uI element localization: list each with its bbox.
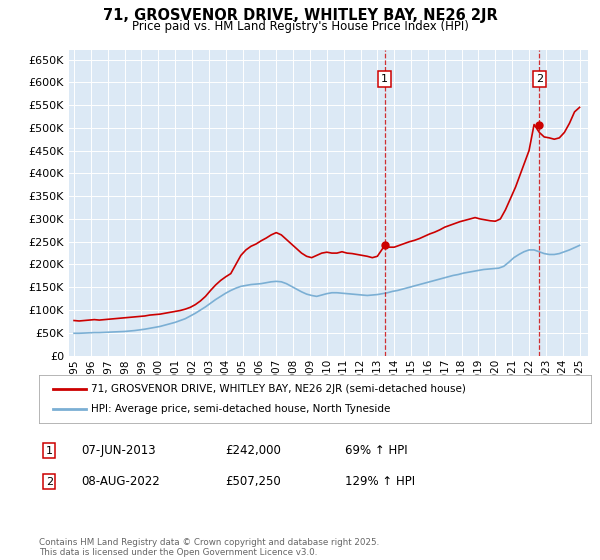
Text: 69% ↑ HPI: 69% ↑ HPI [345,444,407,458]
Text: 2: 2 [536,74,543,83]
Text: £242,000: £242,000 [225,444,281,458]
Text: Contains HM Land Registry data © Crown copyright and database right 2025.
This d: Contains HM Land Registry data © Crown c… [39,538,379,557]
Text: Price paid vs. HM Land Registry's House Price Index (HPI): Price paid vs. HM Land Registry's House … [131,20,469,32]
Text: 1: 1 [381,74,388,83]
Text: 08-AUG-2022: 08-AUG-2022 [81,475,160,488]
Text: 129% ↑ HPI: 129% ↑ HPI [345,475,415,488]
Text: £507,250: £507,250 [225,475,281,488]
Text: 2: 2 [46,477,53,487]
Text: 1: 1 [46,446,53,456]
Text: HPI: Average price, semi-detached house, North Tyneside: HPI: Average price, semi-detached house,… [91,404,391,414]
Text: 71, GROSVENOR DRIVE, WHITLEY BAY, NE26 2JR: 71, GROSVENOR DRIVE, WHITLEY BAY, NE26 2… [103,8,497,24]
Text: 71, GROSVENOR DRIVE, WHITLEY BAY, NE26 2JR (semi-detached house): 71, GROSVENOR DRIVE, WHITLEY BAY, NE26 2… [91,385,466,394]
Text: 07-JUN-2013: 07-JUN-2013 [81,444,155,458]
